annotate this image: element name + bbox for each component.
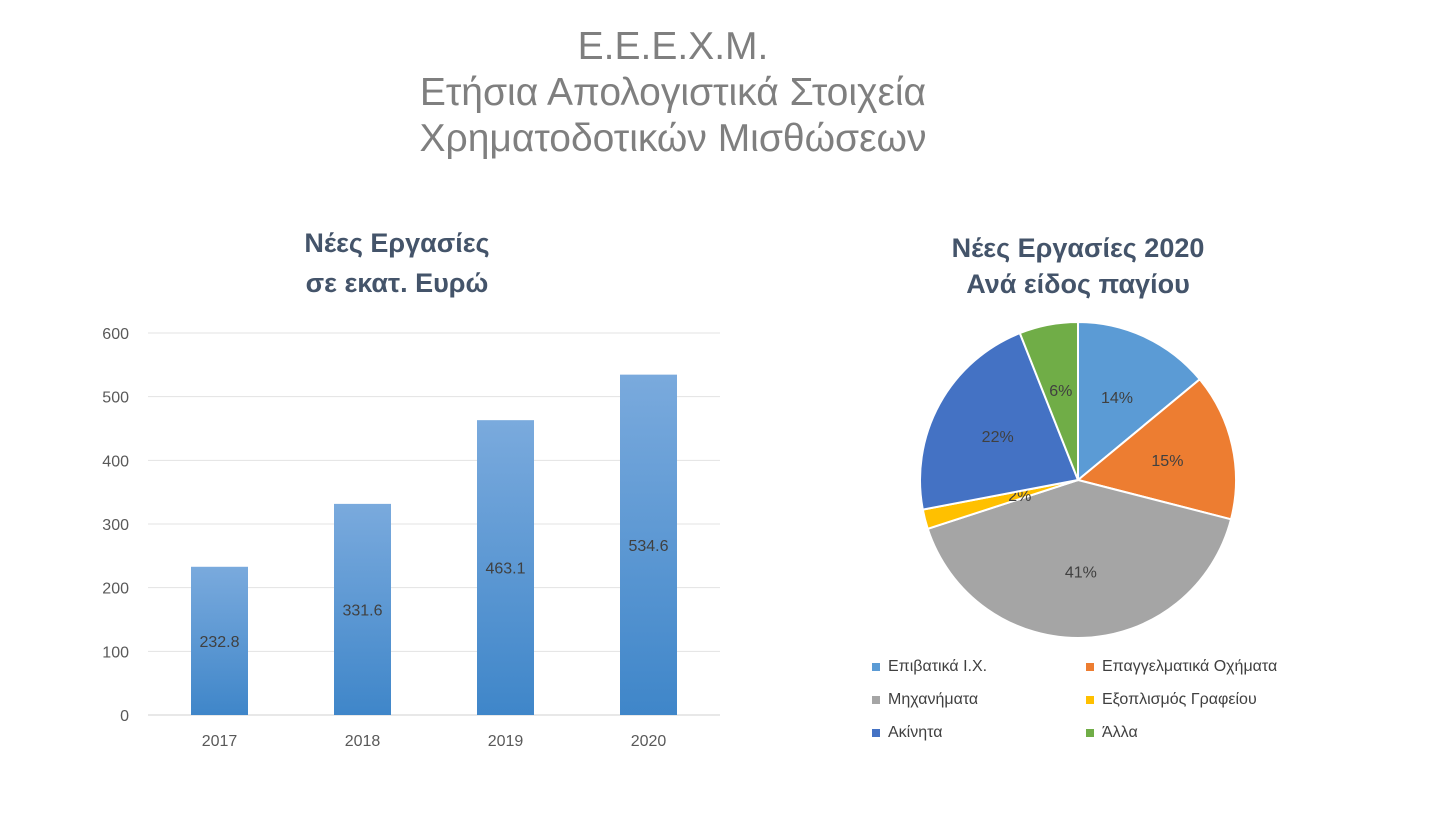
- main-title: Ε.Ε.Ε.Χ.Μ. Ετήσια Απολογιστικά Στοιχεία …: [0, 24, 1346, 162]
- pie-slice-label: 41%: [1065, 565, 1097, 582]
- bar-data-label: 534.6: [628, 538, 668, 555]
- legend-label: Μηχανήματα: [888, 691, 979, 708]
- legend-item: Εξοπλισμός Γραφείου: [1086, 689, 1316, 711]
- pie-slice: [926, 478, 1233, 640]
- y-tick-label: 0: [120, 708, 129, 725]
- bar-chart-title-line-2: σε εκατ. Ευρώ: [305, 268, 489, 298]
- bar-chart-title: Νέες Εργασίες σε εκατ. Ευρώ: [197, 223, 597, 303]
- x-tick-label: 2020: [631, 733, 667, 750]
- bar-2020: [620, 374, 677, 715]
- legend-label: Επαγγελματικά Οχήματα: [1102, 658, 1278, 675]
- main-title-line-2: Ετήσια Απολογιστικά Στοιχεία: [419, 71, 927, 114]
- pie-slice: [1077, 320, 1202, 483]
- legend-swatch: [872, 696, 880, 704]
- bar-chart-title-line-1: Νέες Εργασίες: [304, 228, 490, 258]
- legend-item: Επιβατικά Ι.Χ.: [872, 656, 1086, 678]
- y-tick-label: 400: [102, 453, 129, 470]
- legend-swatch: [1086, 663, 1094, 671]
- pie-slice: [1075, 377, 1238, 521]
- pie-slice-label: 14%: [1101, 390, 1133, 407]
- y-tick-label: 100: [102, 644, 129, 661]
- x-tick-label: 2017: [202, 733, 238, 750]
- y-tick-label: 600: [102, 326, 129, 343]
- bar-data-label: 463.1: [485, 561, 525, 578]
- legend-swatch: [872, 663, 880, 671]
- legend-label: Επιβατικά Ι.Χ.: [888, 658, 988, 675]
- bar-data-label: 232.8: [199, 634, 239, 651]
- x-tick-label: 2018: [345, 733, 381, 750]
- pie-chart-title-line-1: Νέες Εργασίες 2020: [951, 233, 1205, 263]
- bar-chart: 0 100 200 300 400 500 600 232.8 2017 331.6 2018 463…: [102, 326, 720, 750]
- legend-item: Μηχανήματα: [872, 689, 1086, 711]
- pie-chart-title-line-2: Ανά είδος παγίου: [966, 269, 1190, 299]
- legend-label: Εξοπλισμός Γραφείου: [1102, 691, 1257, 708]
- y-tick-label: 500: [102, 390, 129, 407]
- legend-label: Άλλα: [1102, 724, 1138, 741]
- legend-swatch: [872, 729, 880, 737]
- legend-item: Επαγγελματικά Οχήματα: [1086, 656, 1316, 678]
- pie-slice: [1018, 320, 1079, 481]
- y-tick-label: 300: [102, 517, 129, 534]
- pie-slice-label: 15%: [1151, 453, 1183, 470]
- pie-slice-label: 22%: [982, 429, 1014, 446]
- legend-item: Άλλα: [1086, 722, 1316, 744]
- legend-item: Ακίνητα: [872, 722, 1086, 744]
- x-tick-label: 2019: [488, 733, 524, 750]
- legend-swatch: [1086, 729, 1094, 737]
- main-title-line-3: Χρηματοδοτικών Μισθώσεων: [419, 117, 927, 160]
- y-tick-label: 200: [102, 581, 129, 598]
- bar-2018: [334, 503, 391, 715]
- bar-data-label: 331.6: [342, 602, 382, 619]
- bar-2019: [477, 420, 534, 715]
- pie-legend: Επιβατικά Ι.Χ. Επαγγελματικά Οχήματα Μηχαν…: [872, 656, 1332, 744]
- pie-slice-label: 6%: [1049, 383, 1072, 400]
- main-title-line-1: Ε.Ε.Ε.Χ.Μ.: [577, 25, 769, 68]
- legend-swatch: [1086, 696, 1094, 704]
- legend-label: Ακίνητα: [888, 724, 943, 741]
- bar-2017: [191, 566, 248, 715]
- pie-chart: 14%15%41%2%22%6%: [919, 320, 1238, 640]
- pie-slice: [919, 331, 1080, 511]
- pie-chart-title: Νέες Εργασίες 2020 Ανά είδος παγίου: [878, 230, 1278, 302]
